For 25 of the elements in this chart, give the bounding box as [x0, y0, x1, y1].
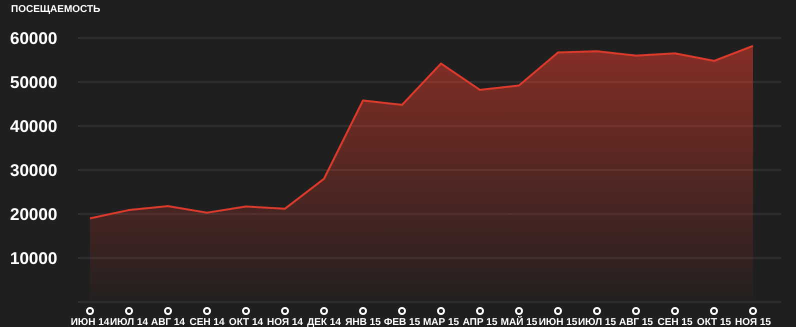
- x-tick-label: МАЙ 15: [500, 315, 538, 327]
- y-tick-label: 10000: [10, 249, 58, 268]
- x-tick-label: АВГ 15: [618, 317, 654, 327]
- x-tick-label: ЯНВ 15: [345, 317, 382, 327]
- y-tick-label: 20000: [10, 205, 58, 224]
- x-tick-label: АПР 15: [462, 317, 498, 327]
- x-tick-label: АВГ 14: [150, 317, 186, 327]
- x-tick-label: ИЮН 14: [70, 317, 110, 327]
- x-tick-label: ИЮЛ 14: [110, 317, 148, 327]
- x-tick-label: ОКТ 15: [696, 317, 732, 327]
- x-tick-label: НОЯ 15: [735, 317, 772, 327]
- y-axis-title: ПОСЕЩАЕМОСТЬ: [11, 4, 100, 15]
- x-tick-label: ФЕВ 15: [384, 317, 421, 327]
- x-tick-label: ДЕК 14: [307, 317, 342, 327]
- y-tick-label: 50000: [10, 73, 58, 92]
- x-tick-label: СЕН 14: [189, 317, 225, 327]
- y-tick-label: 60000: [10, 29, 58, 48]
- x-tick-label: СЕН 15: [657, 317, 693, 327]
- x-tick-label: ИЮЛ 15: [578, 317, 616, 327]
- x-tick-label: НОЯ 14: [267, 317, 304, 327]
- x-tick-label: ИЮН 15: [538, 317, 578, 327]
- y-tick-label: 40000: [10, 117, 58, 136]
- x-tick-label: МАР 15: [422, 317, 460, 327]
- y-tick-label: 30000: [10, 161, 58, 180]
- x-tick-label: ОКТ 14: [228, 317, 264, 327]
